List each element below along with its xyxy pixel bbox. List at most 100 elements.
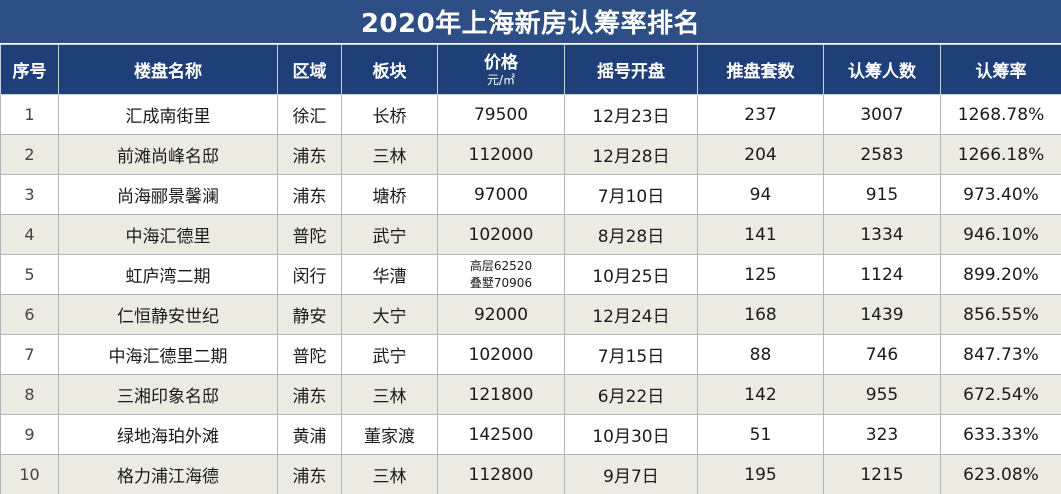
cell-rank: 5: [0, 254, 59, 295]
cell-rank: 8: [0, 374, 59, 415]
cell-rate: 973.40%: [940, 174, 1061, 215]
table-row: 5 虹庐湾二期 闵行 华漕 高层62520 叠墅70906 10月25日 125 1124 899…: [0, 254, 1061, 295]
cell-block: 董家渡: [341, 414, 438, 455]
header-name: 楼盘名称: [58, 44, 278, 95]
cell-district: 普陀: [277, 334, 342, 375]
cell-rate: 899.20%: [940, 254, 1061, 295]
table-body: 1 汇成南街里 徐汇 长桥 79500 12月23日 237 3007 1268.78% 2 前滩尚…: [0, 94, 1061, 494]
cell-subscribers: 746: [823, 334, 941, 375]
table-row: 3 尚海郦景馨澜 浦东 塘桥 97000 7月10日 94 915 973.40%: [0, 174, 1061, 215]
cell-price: 102000: [437, 334, 565, 375]
cell-rate: 672.54%: [940, 374, 1061, 415]
cell-name: 汇成南街里: [58, 94, 278, 135]
cell-block: 长桥: [341, 94, 438, 135]
price-line-2: 叠墅70906: [469, 275, 533, 290]
table-row: 4 中海汇德里 普陀 武宁 102000 8月28日 141 1334 946.10%: [0, 214, 1061, 255]
cell-units: 88: [697, 334, 824, 375]
cell-block: 华漕: [341, 254, 438, 295]
cell-district: 徐汇: [277, 94, 342, 135]
header-district: 区域: [277, 44, 342, 95]
page-title: 2020年上海新房认筹率排名: [0, 0, 1061, 44]
cell-subscribers: 1124: [823, 254, 941, 295]
cell-lottery: 12月23日: [564, 94, 698, 135]
cell-rank: 3: [0, 174, 59, 215]
cell-rate: 946.10%: [940, 214, 1061, 255]
price-line-1: 高层62520: [469, 258, 533, 273]
cell-price: 79500: [437, 94, 565, 135]
cell-rate: 1268.78%: [940, 94, 1061, 135]
cell-district: 浦东: [277, 454, 342, 494]
cell-name: 尚海郦景馨澜: [58, 174, 278, 215]
cell-rate: 623.08%: [940, 454, 1061, 494]
cell-lottery: 7月15日: [564, 334, 698, 375]
cell-rank: 7: [0, 334, 59, 375]
header-price-unit: 元/㎡: [486, 72, 516, 87]
cell-units: 168: [697, 294, 824, 335]
header-lottery: 摇号开盘: [564, 44, 698, 95]
table-row: 9 绿地海珀外滩 黄浦 董家渡 142500 10月30日 51 323 633.33%: [0, 414, 1061, 455]
cell-price: 高层62520 叠墅70906: [437, 254, 565, 295]
cell-units: 141: [697, 214, 824, 255]
cell-rank: 1: [0, 94, 59, 135]
cell-units: 51: [697, 414, 824, 455]
cell-subscribers: 2583: [823, 134, 941, 175]
cell-units: 195: [697, 454, 824, 494]
cell-price: 97000: [437, 174, 565, 215]
cell-rate: 847.73%: [940, 334, 1061, 375]
header-rate: 认筹率: [940, 44, 1061, 95]
cell-district: 浦东: [277, 374, 342, 415]
cell-subscribers: 955: [823, 374, 941, 415]
cell-district: 闵行: [277, 254, 342, 295]
cell-rank: 2: [0, 134, 59, 175]
cell-lottery: 6月22日: [564, 374, 698, 415]
cell-name: 虹庐湾二期: [58, 254, 278, 295]
table-row: 6 仁恒静安世纪 静安 大宁 92000 12月24日 168 1439 856.55%: [0, 294, 1061, 335]
cell-rate: 633.33%: [940, 414, 1061, 455]
cell-rank: 9: [0, 414, 59, 455]
cell-price: 102000: [437, 214, 565, 255]
cell-name: 格力浦江海德: [58, 454, 278, 494]
cell-block: 武宁: [341, 334, 438, 375]
header-price: 价格 元/㎡: [437, 44, 565, 95]
cell-rank: 6: [0, 294, 59, 335]
header-rank: 序号: [0, 44, 59, 95]
cell-rank: 10: [0, 454, 59, 494]
cell-subscribers: 3007: [823, 94, 941, 135]
cell-lottery: 9月7日: [564, 454, 698, 494]
cell-district: 浦东: [277, 174, 342, 215]
cell-price: 121800: [437, 374, 565, 415]
cell-lottery: 8月28日: [564, 214, 698, 255]
table-row: 7 中海汇德里二期 普陀 武宁 102000 7月15日 88 746 847.73%: [0, 334, 1061, 375]
header-subscribers: 认筹人数: [823, 44, 941, 95]
cell-subscribers: 1439: [823, 294, 941, 335]
cell-units: 125: [697, 254, 824, 295]
cell-block: 三林: [341, 134, 438, 175]
cell-lottery: 10月25日: [564, 254, 698, 295]
cell-price: 112000: [437, 134, 565, 175]
cell-name: 前滩尚峰名邸: [58, 134, 278, 175]
cell-name: 中海汇德里: [58, 214, 278, 255]
cell-district: 黄浦: [277, 414, 342, 455]
header-units: 推盘套数: [697, 44, 824, 95]
cell-block: 塘桥: [341, 174, 438, 215]
table-header-row: 序号 楼盘名称 区域 板块 价格 元/㎡ 摇号开盘 推盘套数 认筹人数 认筹率: [0, 44, 1061, 95]
cell-block: 大宁: [341, 294, 438, 335]
header-price-label: 价格: [484, 52, 518, 73]
cell-name: 绿地海珀外滩: [58, 414, 278, 455]
cell-name: 仁恒静安世纪: [58, 294, 278, 335]
cell-name: 三湘印象名邸: [58, 374, 278, 415]
cell-rank: 4: [0, 214, 59, 255]
table-row: 2 前滩尚峰名邸 浦东 三林 112000 12月28日 204 2583 1266.18%: [0, 134, 1061, 175]
table-row: 10 格力浦江海德 浦东 三林 112800 9月7日 195 1215 623.08%: [0, 454, 1061, 494]
cell-block: 武宁: [341, 214, 438, 255]
table-row: 8 三湘印象名邸 浦东 三林 121800 6月22日 142 955 672.54%: [0, 374, 1061, 415]
cell-units: 237: [697, 94, 824, 135]
cell-units: 204: [697, 134, 824, 175]
cell-district: 静安: [277, 294, 342, 335]
cell-subscribers: 1334: [823, 214, 941, 255]
cell-lottery: 7月10日: [564, 174, 698, 215]
table-row: 1 汇成南街里 徐汇 长桥 79500 12月23日 237 3007 1268.78%: [0, 94, 1061, 135]
cell-price: 112800: [437, 454, 565, 494]
cell-block: 三林: [341, 374, 438, 415]
